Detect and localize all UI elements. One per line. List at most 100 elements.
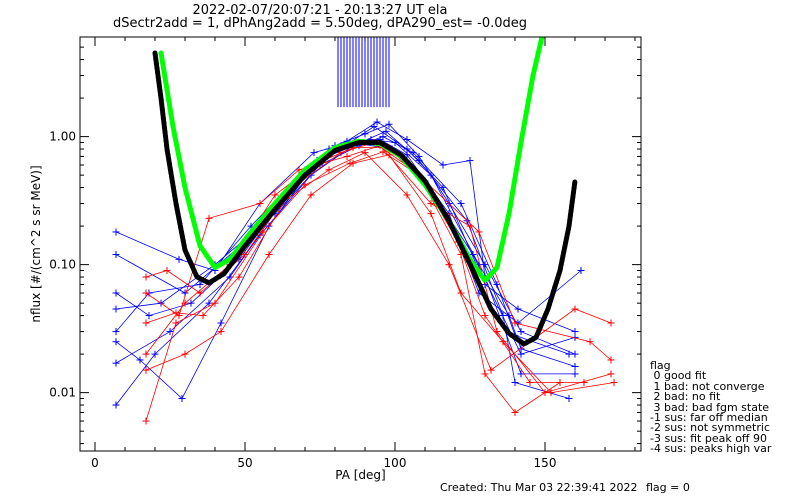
blue-series-point-2-8: [457, 200, 465, 208]
blue-series-point-3-11: [517, 370, 525, 378]
red-series-point-1-0: [142, 350, 150, 358]
red-series-line-0: [145, 151, 561, 422]
legend-item-3: 3 bad: bad fgm state: [650, 400, 770, 414]
blue-series-point-5-6: [382, 127, 390, 135]
blue-series-point-3-8: [439, 161, 447, 169]
red-series-point-4-2: [199, 312, 207, 320]
y-tick-label-2: 1.00: [49, 130, 76, 144]
legend-item-0: 0 good fit: [650, 369, 707, 383]
blue-series-point-5-0: [112, 401, 120, 409]
blue-series-point-6-0: [112, 289, 120, 297]
red-series-line-3: [145, 152, 612, 371]
x-tick-label-2: 100: [384, 456, 407, 470]
blue-series-point-3-7: [403, 135, 411, 143]
blue-series-point-1-6: [385, 120, 393, 128]
blue-series-point-2-11: [565, 350, 573, 358]
blue-series-point-5-9: [499, 312, 507, 320]
blue-series-point-4-0: [112, 359, 120, 367]
blue-series-point-5-2: [205, 299, 213, 307]
blue-series-point-0-10: [514, 305, 522, 313]
red-series-point-0-0: [142, 417, 150, 425]
blue-series-point-3-9: [466, 157, 474, 165]
blue-series-point-6-7: [403, 151, 411, 159]
blue-series-point-5-7: [415, 157, 423, 165]
created-timestamp: Created: Thu Mar 03 22:39:41 2022: [440, 481, 638, 494]
blue-series-point-4-1: [166, 328, 174, 336]
red-series-point-4-10: [586, 338, 594, 346]
red-series-point-2-0: [142, 289, 150, 297]
red-series-point-5-11: [610, 378, 618, 386]
red-series-point-5-0: [142, 366, 150, 374]
red-series-point-3-1: [163, 266, 171, 274]
red-series-point-3-7: [403, 191, 411, 199]
red-series-line-4: [145, 142, 612, 361]
red-series-point-5-2: [217, 328, 225, 336]
blue-series-point-3-2: [196, 280, 204, 288]
red-series-point-0-1: [172, 319, 180, 327]
red-series-point-3-9: [487, 366, 495, 374]
legend-title: flag: [650, 359, 671, 372]
blue-series-point-2-9: [493, 280, 501, 288]
blue-series-point-7-10: [517, 350, 525, 358]
blue-series-point-7-9: [469, 250, 477, 258]
blue-series-point-3-0: [112, 328, 120, 336]
blue-series-point-7-2: [178, 394, 186, 402]
red-series-point-3-10: [571, 305, 579, 313]
blue-series-point-7-4: [265, 222, 273, 230]
legend-item-neg3: -3 sus: fit peak off 90: [650, 431, 767, 445]
blue-series-point-0-4: [310, 149, 318, 157]
blue-series-point-5-11: [565, 394, 573, 402]
y-tick-label-1: 0.10: [49, 258, 76, 272]
red-series-point-4-1: [172, 309, 180, 317]
legend-item-neg1: -1 sus: far off median: [650, 411, 768, 425]
legend-item-neg2: -2 sus: not symmetric: [650, 421, 770, 435]
blue-series-point-1-5: [361, 130, 369, 138]
y-axis-label: nflux [#/(cm^2 s sr MeV)]: [29, 165, 43, 322]
red-series-point-5-10: [547, 389, 555, 397]
red-series-point-3-3: [241, 250, 249, 258]
blue-series-point-5-10: [511, 378, 519, 386]
blue-series-point-0-1: [175, 255, 183, 263]
blue-series-point-2-6: [379, 133, 387, 141]
red-series-point-1-9: [481, 312, 489, 320]
red-series-point-3-5: [325, 166, 333, 174]
x-tick-label-3: 150: [534, 456, 557, 470]
red-series-point-1-10: [526, 378, 534, 386]
blue-series-point-6-11: [577, 266, 585, 274]
red-series-point-1-3: [271, 191, 279, 199]
blue-series-point-1-10: [517, 328, 525, 336]
x-tick-label-0: 0: [91, 456, 99, 470]
blue-series-point-0-0: [112, 228, 120, 236]
blue-series-point-3-6: [373, 118, 381, 126]
red-series-point-2-11: [607, 370, 615, 378]
red-series-point-3-11: [607, 319, 615, 327]
red-series-point-0-10: [511, 408, 519, 416]
red-series-point-3-0: [142, 273, 150, 281]
chart-title-line2: dSectr2add = 1, dPhAng2add = 5.50deg, dP…: [112, 16, 528, 31]
red-series-point-2-3: [256, 200, 264, 208]
flag-value: flag = 0: [646, 481, 690, 494]
red-series-point-5-4: [307, 191, 315, 199]
red-series-point-2-7: [427, 200, 435, 208]
red-series-point-5-8: [457, 289, 465, 297]
plot-frame: [79, 36, 642, 452]
y-tick-label-0: 0.01: [49, 386, 76, 400]
blue-series-point-3-12: [571, 370, 579, 378]
red-series-point-4-0: [142, 319, 150, 327]
x-axis-label: PA [deg]: [335, 468, 385, 482]
blue-series-point-7-0: [112, 338, 120, 346]
legend-item-1: 1 bad: not converge: [650, 379, 765, 393]
red-series-line-5: [145, 154, 615, 394]
black-fit-curve: [152, 50, 578, 347]
blue-series-point-4-11: [571, 363, 579, 371]
red-series-point-3-6: [361, 149, 369, 157]
blue-series-point-1-9: [481, 261, 489, 269]
flag-legend: flag 0 good fit 1 bad: not converge 2 ba…: [650, 359, 772, 456]
x-tick-label-1: 50: [237, 456, 252, 470]
red-series-point-5-6: [385, 151, 393, 159]
legend-item-neg4: -4 sus: peaks high var: [650, 442, 772, 456]
red-series-point-5-9: [499, 338, 507, 346]
red-series-point-2-2: [205, 214, 213, 222]
blue-series-point-5-1: [151, 350, 159, 358]
